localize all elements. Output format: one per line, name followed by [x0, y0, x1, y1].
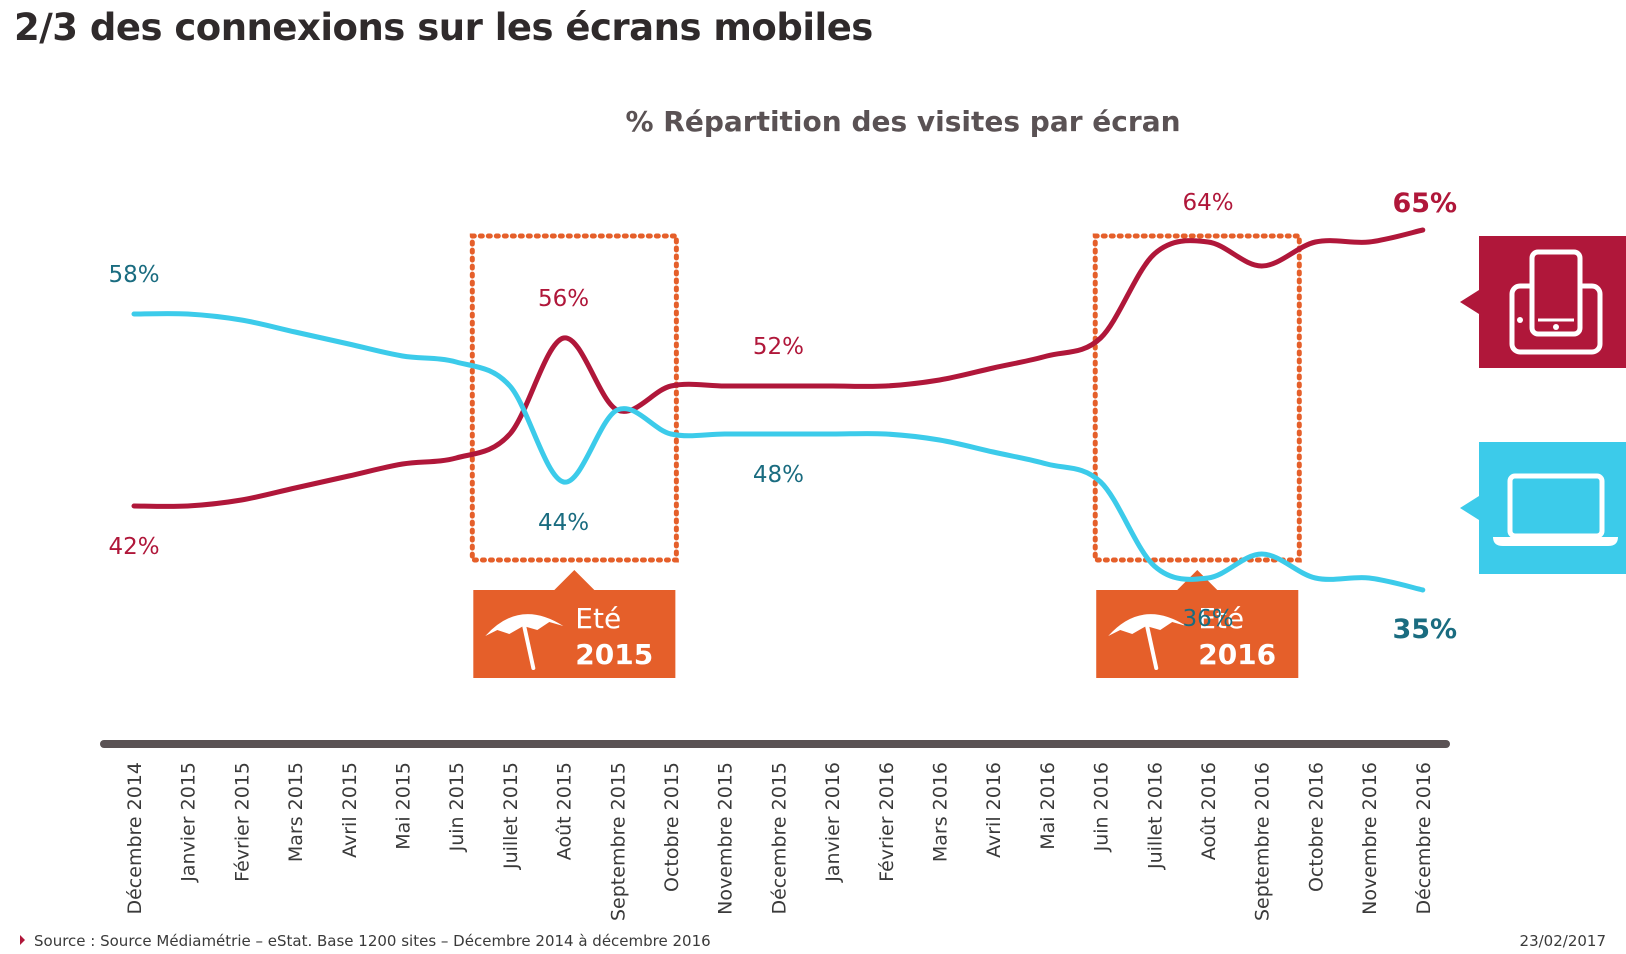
x-tick-label: Février 2015 [231, 762, 253, 882]
data-label: 36% [1182, 606, 1233, 632]
x-tick-label: Avril 2016 [983, 762, 1005, 858]
x-tick-label: Juillet 2016 [1144, 762, 1166, 870]
phone-outline [1529, 249, 1583, 337]
x-tick-label: Juin 2015 [446, 762, 468, 852]
x-axis-tick-labels: Décembre 2014 Janvier 2015 Février 2015 Mar… [124, 762, 1435, 921]
desktop-legend-panel [1460, 442, 1626, 574]
data-label: 58% [108, 262, 159, 288]
badge-background [1096, 570, 1299, 678]
x-tick-label: Mai 2016 [1037, 762, 1059, 850]
x-tick-label: Mars 2015 [285, 762, 307, 862]
laptop-screen [1507, 473, 1605, 539]
x-tick-label: Novembre 2016 [1359, 762, 1381, 915]
bullet-triangle-icon [20, 935, 25, 945]
x-tick-label: Mars 2016 [930, 762, 952, 862]
x-tick-label: Novembre 2015 [715, 762, 737, 915]
footer-date: 23/02/2017 [1519, 932, 1606, 950]
beach-umbrella-icon [1108, 614, 1187, 670]
tablet-camera [1517, 317, 1523, 323]
series-line-mobile [131, 227, 1426, 509]
series-lines [131, 227, 1426, 593]
series-line-desktop [131, 311, 1426, 593]
x-tick-label: Octobre 2015 [661, 762, 683, 892]
umbrella-pole [521, 620, 536, 670]
phone-button [1553, 324, 1559, 330]
x-tick-label: Septembre 2015 [607, 762, 629, 921]
x-tick-label: Juin 2016 [1091, 762, 1113, 852]
data-label: 44% [538, 510, 589, 536]
x-tick-label: Avril 2015 [339, 762, 361, 858]
data-label: 35% [1392, 614, 1457, 645]
umbrella-pole [1144, 620, 1159, 670]
badge-year: 2015 [575, 638, 653, 671]
x-tick-label: Septembre 2016 [1252, 762, 1274, 921]
badge-word: Eté [575, 602, 621, 635]
footer-source: Source : Source Médiamétrie – eStat. Bas… [20, 932, 711, 950]
tablet-phone-icon [1509, 249, 1603, 355]
x-tick-label: Décembre 2015 [768, 762, 790, 915]
data-label: 52% [753, 334, 804, 360]
data-labels: 58% 42% 56% 44% 52% 48% 64% 36% 65% 35% [108, 188, 1457, 645]
badge-year: 2016 [1198, 638, 1276, 671]
x-axis-line [100, 740, 1450, 748]
data-label: 65% [1392, 188, 1457, 219]
x-tick-label: Décembre 2016 [1413, 762, 1435, 915]
x-tick-label: Août 2015 [554, 762, 576, 860]
legend-icons [1460, 236, 1626, 574]
laptop-icon [1493, 473, 1618, 546]
data-label: 64% [1182, 190, 1233, 216]
source-text: Source : Source Médiamétrie – eStat. Bas… [34, 932, 711, 950]
badge-word: Eté [1198, 602, 1244, 635]
data-label: 48% [753, 462, 804, 488]
data-label: 42% [108, 534, 159, 560]
x-tick-label: Janvier 2016 [822, 762, 844, 883]
x-tick-label: Janvier 2015 [178, 762, 200, 883]
x-tick-label: Octobre 2016 [1305, 762, 1327, 892]
mobile-legend-panel [1460, 236, 1626, 368]
chart-title: % Répartition des visites par écran [625, 105, 1180, 138]
x-tick-label: Juillet 2015 [500, 762, 522, 870]
x-tick-label: Mai 2015 [393, 762, 415, 850]
laptop-base [1493, 537, 1618, 546]
data-label: 56% [538, 286, 589, 312]
x-tick-label: Février 2016 [876, 762, 898, 882]
x-tick-label: Août 2016 [1198, 762, 1220, 860]
x-tick-label: Décembre 2014 [124, 762, 146, 915]
summer-period-box [1092, 233, 1302, 563]
page-title: 2/3 des connexions sur les écrans mobile… [14, 6, 873, 49]
badge-background [473, 570, 676, 678]
summer-period-box [469, 233, 679, 563]
beach-umbrella-icon [485, 614, 564, 670]
